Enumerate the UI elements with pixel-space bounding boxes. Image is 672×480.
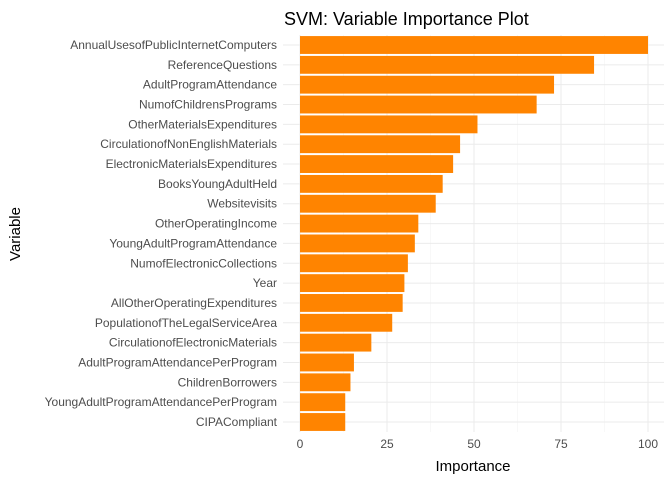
bar [300, 313, 393, 332]
bar [300, 333, 372, 352]
y-tick-label: PopulationofTheLegalServiceArea [95, 316, 277, 330]
y-tick-label: AllOtherOperatingExpenditures [111, 296, 277, 310]
bar [300, 55, 595, 74]
bar [300, 373, 351, 392]
bar [300, 155, 454, 173]
bar [300, 135, 461, 154]
bar [300, 36, 648, 54]
y-axis-title: Variable [7, 207, 24, 261]
y-tick-label: OtherOperatingIncome [155, 217, 277, 231]
bar [300, 115, 478, 134]
chart-title: SVM: Variable Importance Plot [284, 9, 529, 29]
x-tick-label: 100 [638, 437, 658, 451]
y-tick-label: AnnualUsesofPublicInternetComputers [70, 38, 277, 52]
y-tick-label: Year [253, 276, 277, 290]
x-tick-label: 0 [297, 437, 304, 451]
bar [300, 75, 555, 94]
y-tick-label: AdultProgramAttendance [143, 78, 277, 92]
y-tick-label: YoungAdultProgramAttendancePerProgram [45, 395, 277, 409]
bar [300, 174, 443, 193]
y-tick-label: NumofElectronicCollections [130, 256, 277, 270]
bar [300, 95, 537, 114]
bar [300, 194, 436, 213]
x-axis-title: Importance [435, 458, 510, 475]
x-tick-label: 75 [554, 437, 568, 451]
y-tick-label: Websitevisits [207, 197, 277, 211]
x-tick-labels: 0 25 50 75 100 [297, 437, 659, 451]
bar [300, 234, 415, 253]
bars [300, 36, 648, 431]
y-tick-label: OtherMaterialsExpenditures [128, 117, 277, 131]
y-tick-label: AdultProgramAttendancePerProgram [78, 355, 277, 369]
bar [300, 353, 354, 372]
y-tick-label: YoungAdultProgramAttendance [109, 236, 277, 250]
x-tick-label: 50 [467, 437, 481, 451]
y-tick-label: ElectronicMaterialsExpenditures [106, 157, 277, 171]
bar [300, 294, 403, 312]
x-tick-label: 25 [380, 437, 394, 451]
y-tick-label: BooksYoungAdultHeld [158, 177, 277, 191]
y-tick-label: CirculationofElectronicMaterials [109, 336, 277, 350]
bar [300, 254, 408, 273]
y-tick-label: CirculationofNonEnglishMaterials [100, 137, 277, 151]
bar [300, 274, 405, 293]
y-tick-label: ChildrenBorrowers [178, 375, 277, 389]
bar [300, 214, 419, 233]
y-tick-label: ReferenceQuestions [168, 58, 277, 72]
y-tick-label: NumofChildrensPrograms [139, 98, 277, 112]
grid-lines [283, 35, 664, 432]
y-tick-label: CIPACompliant [196, 415, 278, 429]
bar [300, 413, 346, 431]
y-tick-labels: AnnualUsesofPublicInternetComputers Refer… [45, 38, 278, 429]
bar [300, 393, 346, 412]
